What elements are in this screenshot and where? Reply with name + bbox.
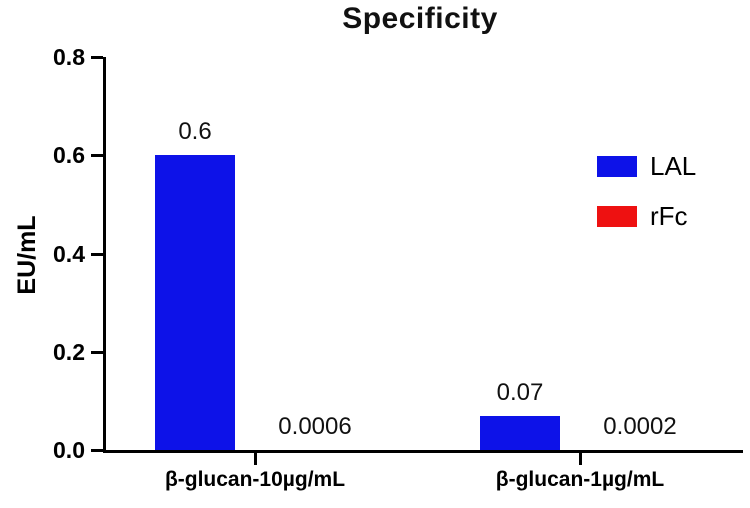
y-tick-mark [91,449,103,452]
y-axis-line [103,57,106,453]
bar-value-label: 0.0006 [278,412,352,440]
legend-series-label: LAL [650,151,697,181]
chart-title: Specificity [342,2,498,35]
legend-series-label: rFc [650,201,688,231]
legend-entry-rfc: rFc [597,202,696,230]
y-tick-label: 0.6 [53,142,85,169]
y-tick-mark [91,252,103,256]
x-tick-mark [254,453,257,465]
bar-lal-2 [480,415,560,450]
bar-lal-1 [155,155,235,450]
y-tick-label: 0.0 [53,437,85,463]
x-category-label: β-glucan-1µg/mL [495,468,665,491]
y-tick-mark [91,154,103,158]
y-tick-mark [91,350,103,354]
bar-value-label: 0.07 [496,378,544,406]
bar-value-label: 0.0002 [603,412,677,440]
x-axis-line [103,450,743,453]
y-tick-label: 0.8 [53,44,85,70]
bar-value-label: 0.6 [178,118,212,146]
y-tick-label: 0.2 [53,338,85,365]
x-tick-mark [579,453,582,465]
legend-swatch-lal-icon [597,155,637,177]
y-tick-label: 0.4 [53,240,85,267]
legend-entry-lal: LAL [597,152,696,180]
legend-swatch-rfc-icon [597,205,637,227]
x-category-label: β-glucan-10µg/mL [164,468,346,491]
legend: LAL rFc [597,152,696,230]
y-tick-mark [91,56,103,59]
